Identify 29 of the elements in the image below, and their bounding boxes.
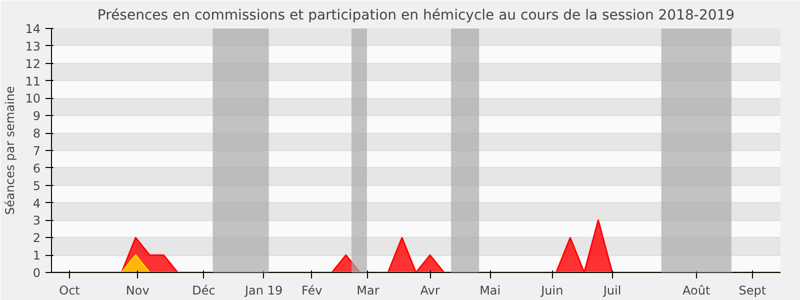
y-tick-label: 2 (32, 231, 41, 246)
y-tick-label: 3 (32, 214, 41, 228)
chart-title: Présences en commissions et participation en hémicycle au cours de la session 2018-2019 (97, 8, 735, 24)
y-tick-label: 12 (25, 56, 41, 71)
x-tick-label: Avr (420, 284, 440, 298)
y-tick-label: 13 (25, 39, 41, 54)
x-tick-label: Juil (602, 284, 622, 298)
y-tick-label: 10 (25, 92, 41, 106)
y-tick-label: 0 (32, 266, 41, 280)
y-tick-label: 7 (32, 144, 41, 158)
y-tick-label: 9 (32, 109, 41, 124)
x-tick-label: Jan 19 (244, 284, 283, 298)
y-tick-label: 1 (32, 248, 41, 263)
x-tick-label: Juin (540, 284, 564, 298)
x-tick-label: Sept (738, 284, 766, 298)
y-tick-label: 4 (32, 196, 41, 210)
x-tick-label: Déc (192, 284, 216, 298)
y-tick-label: 8 (32, 126, 41, 141)
x-tick-label: Oct (59, 284, 80, 298)
x-tick-label: Nov (126, 284, 150, 298)
x-tick-label: Mai (480, 284, 501, 298)
y-tick-label: 11 (25, 74, 41, 88)
y-tick-label: 5 (32, 178, 41, 193)
y-tick-label: 14 (25, 22, 41, 36)
y-axis-title: Séances par semaine (3, 86, 18, 215)
y-tick-label: 6 (32, 161, 41, 176)
x-tick-label: Fév (301, 284, 322, 298)
x-tick-label: Août (682, 284, 711, 298)
x-tick-label: Mar (356, 284, 380, 298)
